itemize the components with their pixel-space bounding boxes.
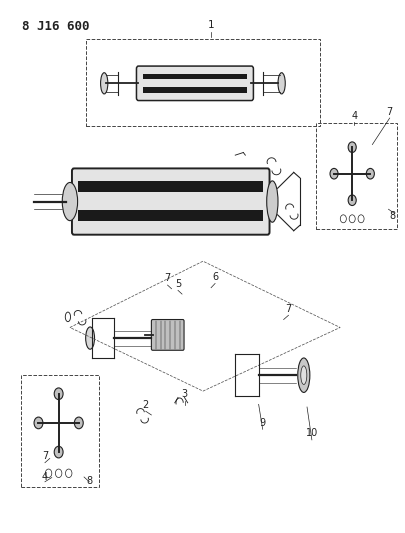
Bar [142, 87, 247, 93]
Text: 6: 6 [211, 272, 217, 282]
Ellipse shape [329, 168, 337, 179]
Ellipse shape [300, 366, 306, 384]
Text: 1: 1 [207, 20, 214, 30]
Ellipse shape [74, 417, 83, 429]
Ellipse shape [347, 195, 355, 206]
Text: 8 J16 600: 8 J16 600 [21, 20, 89, 33]
FancyBboxPatch shape [136, 66, 253, 101]
Text: 4: 4 [350, 111, 356, 120]
Bar [86, 38, 319, 126]
Text: 8: 8 [389, 211, 395, 221]
Ellipse shape [85, 327, 94, 349]
Text: 7: 7 [42, 451, 48, 461]
Text: 4: 4 [42, 472, 48, 482]
Text: 7: 7 [164, 273, 170, 284]
Text: 8: 8 [86, 476, 92, 486]
FancyBboxPatch shape [151, 319, 183, 350]
Bar [21, 375, 99, 487]
Bar [142, 74, 247, 79]
Text: 9: 9 [259, 417, 265, 427]
Ellipse shape [54, 446, 63, 458]
Text: 10: 10 [305, 428, 317, 438]
Ellipse shape [365, 168, 373, 179]
Text: 5: 5 [175, 279, 181, 289]
Ellipse shape [100, 72, 108, 94]
Ellipse shape [277, 72, 285, 94]
Ellipse shape [62, 182, 77, 221]
Text: 3: 3 [181, 389, 188, 399]
Ellipse shape [266, 181, 277, 222]
Ellipse shape [54, 388, 63, 400]
Ellipse shape [34, 417, 43, 429]
FancyBboxPatch shape [72, 168, 269, 235]
Text: 2: 2 [142, 400, 149, 409]
Ellipse shape [347, 142, 355, 152]
Ellipse shape [297, 358, 309, 392]
Text: 7: 7 [285, 304, 291, 313]
Bar [78, 181, 263, 192]
Text: 7: 7 [386, 107, 392, 117]
Bar [78, 210, 263, 221]
Bar [315, 123, 396, 229]
